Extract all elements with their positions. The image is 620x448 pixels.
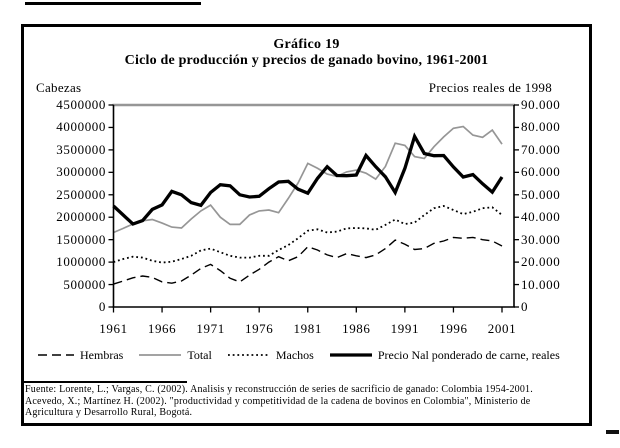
chart-legend: Hembras Total Machos Precio Nal ponderado d… bbox=[37, 346, 588, 364]
x-tick-label: 1961 bbox=[99, 321, 128, 336]
left-tick-label: 1000000 bbox=[56, 254, 106, 270]
left-tick-label: 3500000 bbox=[56, 141, 106, 157]
legend-label-1: Total bbox=[187, 347, 212, 362]
right-tick-label: 30.000 bbox=[521, 231, 561, 247]
legend-item-3: Precio Nal ponderado de carne, reales bbox=[329, 348, 560, 363]
right-tick-label: 50.000 bbox=[521, 186, 561, 202]
legend-line-sample bbox=[139, 354, 182, 356]
left-tick-label: 1500000 bbox=[56, 231, 106, 247]
figure-border bbox=[21, 24, 592, 426]
top-rule bbox=[25, 2, 201, 5]
left-axis-title: Cabezas bbox=[36, 80, 82, 95]
x-tick-label: 1981 bbox=[293, 321, 322, 336]
legend-item-2: Machos bbox=[227, 348, 314, 363]
right-tick-label: 20.000 bbox=[521, 254, 561, 270]
figure-title: Ciclo de producción y precios de ganado … bbox=[124, 53, 489, 68]
source-line-1: Fuente: Lorente, L.; Vargas, C. (2002). … bbox=[25, 384, 533, 395]
x-tick-label: 2001 bbox=[487, 321, 517, 336]
series-line-2 bbox=[113, 205, 503, 264]
x-tick-label: 1986 bbox=[342, 321, 371, 336]
x-tick-label: 1996 bbox=[439, 321, 468, 336]
right-tick-label: 70.000 bbox=[521, 141, 561, 157]
right-tick-label: 90.000 bbox=[521, 97, 561, 112]
left-tick-label: 4000000 bbox=[56, 119, 106, 135]
legend-label-3: Precio Nal ponderado de carne, reales bbox=[377, 347, 560, 362]
legend-label-2: Machos bbox=[275, 347, 314, 362]
series-line-0 bbox=[113, 236, 503, 285]
series-line-3 bbox=[112, 132, 504, 226]
source-note: Fuente: Lorente, L.; Vargas, C. (2002). … bbox=[25, 384, 585, 419]
x-tick-label: 1991 bbox=[390, 321, 420, 336]
legend-line-sample bbox=[38, 354, 74, 356]
series-line-1 bbox=[113, 125, 503, 234]
source-line-3: Agricultura y Desarrollo Rural, Bogotá. bbox=[25, 407, 193, 418]
x-tick-label: 1971 bbox=[196, 321, 225, 336]
legend-line-sample bbox=[227, 354, 270, 356]
left-tick-label: 4500000 bbox=[56, 97, 106, 112]
left-tick-label: 2000000 bbox=[56, 209, 106, 225]
right-tick-label: 80.000 bbox=[521, 119, 561, 135]
figure-number-title: Gráfico 19 bbox=[273, 37, 340, 52]
left-tick-label: 0 bbox=[98, 299, 106, 314]
x-tick-label: 1966 bbox=[147, 321, 177, 336]
legend-item-1: Total bbox=[138, 348, 212, 363]
right-tick-label: 60.000 bbox=[521, 164, 561, 180]
right-tick-label: 10.000 bbox=[521, 276, 561, 292]
left-tick-label: 500000 bbox=[63, 276, 106, 292]
x-tick-label: 1976 bbox=[244, 321, 274, 336]
left-tick-label: 3000000 bbox=[56, 164, 106, 180]
right-tick-label: 40.000 bbox=[521, 209, 561, 225]
right-axis-title: Precios reales de 1998 bbox=[428, 80, 552, 95]
right-tick-label: 0 bbox=[521, 299, 529, 314]
legend-label-0: Hembras bbox=[80, 347, 124, 362]
legend-line-sample bbox=[329, 353, 372, 357]
stray-mark bbox=[606, 430, 619, 434]
left-tick-label: 2500000 bbox=[56, 186, 106, 202]
legend-item-0: Hembras bbox=[37, 348, 123, 363]
source-line-2: Acevedo, X.; Martínez H. (2002). "produc… bbox=[25, 395, 531, 407]
source-separator-line bbox=[23, 381, 187, 383]
